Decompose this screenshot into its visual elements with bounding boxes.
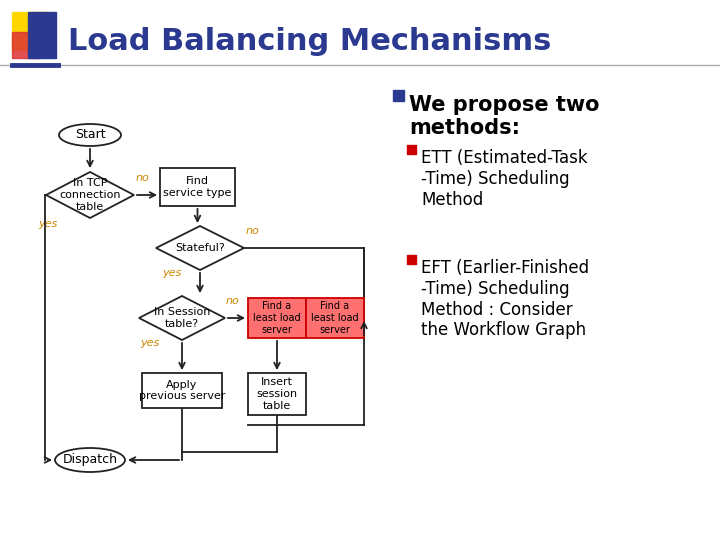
Polygon shape [156, 226, 244, 270]
Text: Insert
session
table: Insert session table [256, 377, 297, 410]
Text: yes: yes [140, 338, 159, 348]
Bar [407, 255, 416, 264]
FancyBboxPatch shape [142, 373, 222, 408]
Text: Dispatch: Dispatch [63, 454, 117, 467]
Text: EFT (Earlier-Finished
-Time) Scheduling
Method : Consider
the Workflow Graph: EFT (Earlier-Finished -Time) Scheduling … [421, 259, 589, 340]
Text: no: no [246, 226, 260, 236]
Bar [393, 90, 404, 101]
Ellipse shape [55, 448, 125, 472]
Text: In Session
table?: In Session table? [154, 307, 210, 329]
Polygon shape [46, 172, 134, 218]
Text: We propose two
methods:: We propose two methods: [409, 95, 600, 138]
Bar [12, 32, 40, 58]
Text: Apply
previous server: Apply previous server [139, 380, 225, 401]
Bar [407, 145, 416, 154]
Text: Find
service type: Find service type [163, 176, 232, 198]
Text: Find a
least load
server: Find a least load server [311, 301, 359, 335]
Text: In TCP
connection
table: In TCP connection table [59, 178, 121, 212]
Text: Start: Start [75, 129, 105, 141]
Text: Stateful?: Stateful? [175, 243, 225, 253]
Bar [28, 12, 56, 58]
Ellipse shape [59, 124, 121, 146]
Text: Load Balancing Mechanisms: Load Balancing Mechanisms [68, 28, 552, 57]
FancyBboxPatch shape [306, 298, 364, 338]
Text: ETT (Estimated-Task
-Time) Scheduling
Method: ETT (Estimated-Task -Time) Scheduling Me… [421, 149, 588, 208]
Text: yes: yes [162, 268, 181, 278]
Text: yes: yes [38, 219, 58, 229]
Polygon shape [139, 296, 225, 340]
Text: no: no [136, 173, 150, 183]
FancyBboxPatch shape [160, 168, 235, 206]
Bar [12, 12, 50, 50]
Text: no: no [226, 296, 240, 306]
FancyBboxPatch shape [248, 373, 306, 415]
FancyBboxPatch shape [248, 298, 306, 338]
Text: Find a
least load
server: Find a least load server [253, 301, 301, 335]
